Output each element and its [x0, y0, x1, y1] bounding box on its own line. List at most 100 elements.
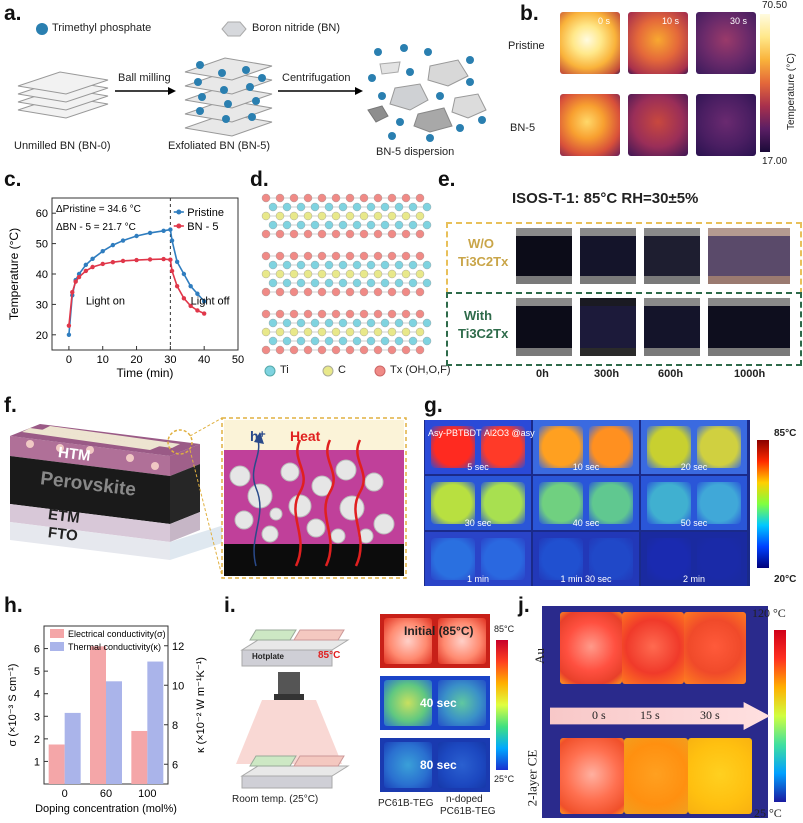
time-label-0h: 0h: [536, 368, 549, 380]
legend-swatch-0: [50, 629, 64, 638]
atom: [352, 220, 362, 230]
atom: [303, 309, 313, 319]
atom: [303, 269, 313, 279]
atom: [380, 220, 390, 230]
data-point: [169, 268, 175, 274]
data-point: [174, 259, 180, 265]
colorbar-i-min: 25°C: [494, 774, 515, 784]
atom: [401, 211, 411, 221]
atom: [324, 202, 334, 212]
caption-exfoliated-bn: Exfoliated BN (BN-5): [168, 140, 271, 152]
atom: [317, 193, 327, 203]
atom: [289, 287, 299, 297]
atom: [338, 336, 348, 346]
atom: [345, 309, 355, 319]
thermal-cell-g: 1 min 30 sec: [533, 532, 639, 586]
atom: [303, 193, 313, 203]
data-point: [66, 323, 72, 328]
atom: [422, 220, 432, 230]
data-point: [195, 308, 200, 313]
atom: [408, 202, 418, 212]
data-point: [100, 261, 105, 267]
atom: [373, 327, 383, 337]
atom: [275, 327, 285, 337]
atom: [296, 318, 306, 328]
thermal-device-tile: [481, 538, 525, 580]
panel-label-d: d.: [250, 168, 269, 191]
thermal-image-au-0s: [560, 612, 622, 684]
atom: [352, 202, 362, 212]
atom: [394, 260, 404, 270]
atom: [296, 220, 306, 230]
legend-boron-nitride: Boron nitride (BN): [252, 22, 341, 34]
atom: [310, 278, 320, 288]
atom: [408, 278, 418, 288]
atom: [317, 287, 327, 297]
atom: [408, 318, 418, 328]
annotation-light-on: Light on: [86, 295, 125, 307]
data-point: [201, 299, 207, 304]
atom: [331, 251, 341, 261]
y-tick-label-left: 5: [34, 666, 40, 678]
y-tick-label: 50: [36, 239, 48, 251]
atom: [373, 309, 383, 319]
atom: [338, 278, 348, 288]
atom: [303, 211, 313, 221]
atom: [373, 269, 383, 279]
data-point: [90, 264, 95, 270]
panel-e-title: ISOS-T-1: 85°C RH=30±5%: [512, 190, 699, 207]
atom: [366, 278, 376, 288]
data-point: [195, 291, 200, 296]
time-label-g: 5 sec: [467, 462, 489, 472]
atom: [359, 309, 369, 319]
atom: [380, 260, 390, 270]
device-photo-wo-0h: [516, 228, 572, 284]
thermal-image-bn5-0s: [560, 94, 620, 156]
atom: [373, 287, 383, 297]
atom: [310, 202, 320, 212]
series-line-0: [68, 228, 205, 335]
atom: [359, 251, 369, 261]
caption-unmilled-bn: Unmilled BN (BN-0): [14, 140, 111, 152]
panel-label-a: a.: [4, 2, 22, 25]
group-with-mxene: [446, 292, 802, 366]
time-label-j-30s: 30 s: [700, 708, 720, 722]
atom: [401, 287, 411, 297]
data-point: [134, 233, 139, 239]
atom: [366, 318, 376, 328]
thermal-cell-g: 30 sec: [425, 476, 531, 530]
atom: [303, 287, 313, 297]
atom: [275, 309, 285, 319]
time-label-j-0s: 0 s: [592, 708, 606, 722]
annotation-delta-pristine: ΔPristine = 34.6 °C: [56, 204, 141, 215]
y-tick-label-right: 8: [172, 720, 178, 732]
x-tick-label: 20: [130, 354, 142, 366]
y-tick-label-right: 6: [172, 759, 178, 771]
atom: [394, 336, 404, 346]
device-photo-with-600h: [644, 298, 700, 356]
thermal-image-au-15s: [622, 612, 684, 684]
atom: [331, 229, 341, 239]
data-point: [181, 296, 187, 301]
atom: [373, 229, 383, 239]
data-point: [147, 257, 153, 262]
data-point: [66, 332, 72, 337]
panel-label-g: g.: [424, 394, 443, 417]
atom: [289, 269, 299, 279]
atom: [275, 345, 285, 355]
thermal-device-tile: [539, 538, 583, 580]
device-photo-wo-300h: [580, 228, 636, 284]
atom: [261, 251, 271, 261]
atom: [317, 211, 327, 221]
atom: [415, 327, 425, 337]
atom: [275, 251, 285, 261]
time-label-i-80s: 80 sec: [420, 758, 457, 772]
atom: [401, 251, 411, 261]
thermal-tile-i-40s-right: [438, 680, 486, 726]
atom: [317, 309, 327, 319]
panel-label-b: b.: [520, 2, 539, 25]
atom: [282, 220, 292, 230]
atom: [261, 345, 271, 355]
data-point: [174, 283, 180, 289]
atom: [387, 327, 397, 337]
